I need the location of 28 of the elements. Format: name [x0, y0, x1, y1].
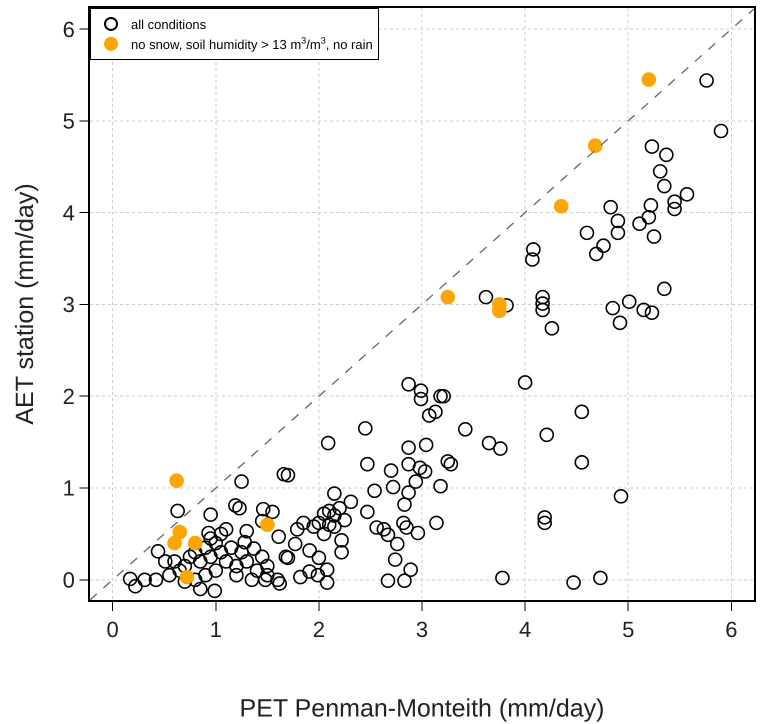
point — [554, 198, 568, 214]
point — [588, 138, 603, 153]
point — [642, 72, 656, 87]
point — [167, 536, 182, 550]
point — [172, 524, 187, 540]
y-tick-label: 4 — [62, 200, 75, 226]
y-tick-label: 6 — [62, 16, 75, 42]
y-axis-title: AET station (mm/day) — [10, 183, 39, 425]
legend-label: no snow, soil humidity > 13 m$^{3}$/m$^{3}$, no rain — [131, 35, 373, 52]
point — [169, 473, 184, 488]
y-tick-label: 2 — [62, 384, 75, 409]
point — [260, 517, 275, 532]
y-tick-label: 5 — [62, 108, 75, 134]
x-tick-label: 4 — [518, 617, 532, 642]
x-tick-label: 6 — [725, 617, 738, 642]
x-axis-title: PET Penman-Monteith (mm/day) — [240, 694, 604, 723]
x-tick-label: 5 — [622, 617, 634, 642]
y-tick-label: 3 — [62, 292, 75, 318]
point — [440, 290, 456, 304]
x-tick-label: 3 — [416, 617, 428, 642]
y-tick-label: 1 — [62, 476, 75, 501]
y-tick-label: 0 — [62, 568, 75, 593]
point — [180, 570, 194, 584]
x-tick-label: 1 — [210, 617, 222, 642]
x-tick-label: 0 — [106, 617, 119, 642]
legend-label: all conditions — [131, 17, 207, 32]
point — [188, 536, 202, 550]
x-tick-label: 2 — [312, 617, 326, 642]
